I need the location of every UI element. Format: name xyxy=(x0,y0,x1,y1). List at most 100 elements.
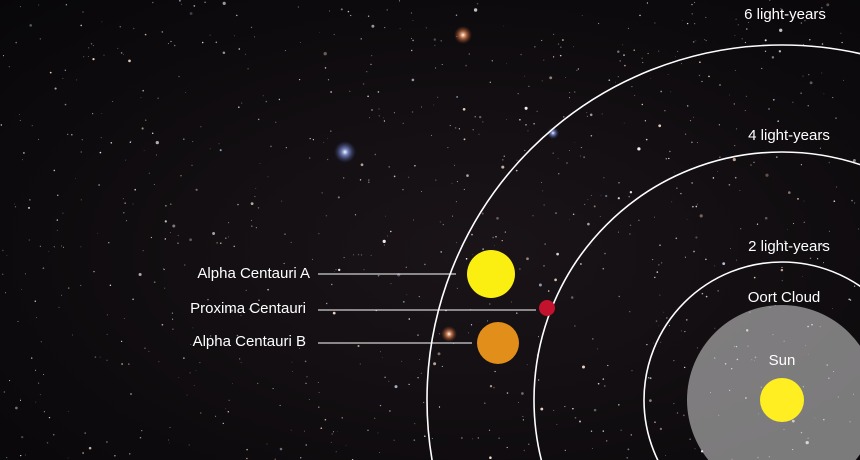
background-star xyxy=(185,92,186,93)
background-star xyxy=(164,287,166,289)
background-star xyxy=(602,267,605,270)
background-star xyxy=(689,438,691,440)
background-star xyxy=(719,84,721,86)
background-star xyxy=(128,363,130,365)
background-star xyxy=(574,325,576,327)
background-star xyxy=(318,233,320,235)
background-star xyxy=(684,331,686,333)
background-star xyxy=(564,406,566,408)
background-star xyxy=(732,158,736,162)
background-star xyxy=(631,85,633,88)
background-star xyxy=(324,418,327,421)
background-star xyxy=(522,419,525,421)
background-star xyxy=(308,399,310,400)
background-star xyxy=(82,452,84,454)
background-star xyxy=(577,68,580,70)
background-star xyxy=(398,0,401,2)
background-star xyxy=(209,34,211,36)
background-star xyxy=(527,130,529,132)
background-star xyxy=(8,66,10,68)
background-star xyxy=(20,400,21,401)
background-star xyxy=(705,16,707,19)
background-star xyxy=(528,85,530,88)
background-star xyxy=(338,268,341,272)
background-star xyxy=(619,60,621,62)
background-star xyxy=(284,50,286,52)
background-star xyxy=(121,363,123,365)
background-star xyxy=(362,83,365,85)
background-star xyxy=(179,0,181,2)
background-star xyxy=(809,81,813,85)
background-star xyxy=(347,10,350,13)
background-star xyxy=(599,216,601,217)
background-star xyxy=(467,332,470,334)
background-star xyxy=(40,341,42,343)
background-star xyxy=(405,266,407,268)
background-star xyxy=(233,245,235,248)
background-star xyxy=(97,232,99,234)
background-star xyxy=(27,206,31,209)
background-star xyxy=(15,41,17,44)
background-star xyxy=(675,237,678,240)
background-star xyxy=(212,232,216,235)
background-star xyxy=(433,104,435,106)
background-star xyxy=(712,177,715,179)
background-star xyxy=(76,79,78,81)
background-star xyxy=(195,188,198,191)
background-star xyxy=(81,139,83,141)
alpha-centauri-b-label: Alpha Centauri B xyxy=(192,333,306,350)
background-star xyxy=(660,90,663,93)
background-star xyxy=(528,443,530,445)
background-star xyxy=(802,75,804,77)
background-star xyxy=(800,22,803,24)
background-star xyxy=(823,93,825,95)
background-star xyxy=(538,336,539,338)
background-star xyxy=(671,201,673,203)
background-star xyxy=(164,238,166,240)
background-star xyxy=(245,289,247,291)
background-star xyxy=(581,365,586,369)
background-star xyxy=(493,386,495,389)
background-star xyxy=(19,6,21,8)
background-star xyxy=(83,56,85,58)
background-star xyxy=(734,69,736,71)
background-star xyxy=(353,254,354,256)
background-star xyxy=(330,91,332,93)
background-star xyxy=(184,264,186,266)
background-star xyxy=(466,174,469,177)
background-star xyxy=(515,169,518,172)
bright-orange-star-lower xyxy=(441,326,457,342)
background-star xyxy=(393,112,395,114)
background-star xyxy=(517,92,519,95)
background-star xyxy=(172,318,174,320)
background-star xyxy=(695,205,698,208)
background-star xyxy=(200,126,202,128)
background-star xyxy=(526,257,529,261)
background-star xyxy=(654,276,656,279)
background-star xyxy=(21,435,24,439)
background-star xyxy=(410,12,412,14)
background-star xyxy=(0,124,2,126)
background-star xyxy=(680,192,682,195)
background-star xyxy=(92,45,94,47)
background-star xyxy=(836,186,838,188)
background-star xyxy=(368,179,370,181)
background-star xyxy=(259,163,261,165)
background-star xyxy=(148,350,150,352)
background-star xyxy=(618,295,620,298)
background-star xyxy=(215,415,217,417)
background-star xyxy=(36,317,37,319)
background-star xyxy=(65,4,68,6)
background-star xyxy=(319,32,320,33)
background-star xyxy=(719,156,721,158)
background-star xyxy=(48,416,51,419)
background-star xyxy=(495,236,497,238)
background-star xyxy=(523,449,526,452)
background-star xyxy=(163,268,165,270)
background-star xyxy=(803,200,805,202)
background-star xyxy=(413,439,416,441)
background-star xyxy=(440,251,442,253)
background-star xyxy=(411,111,414,113)
background-star xyxy=(693,250,695,253)
background-star xyxy=(463,138,466,141)
